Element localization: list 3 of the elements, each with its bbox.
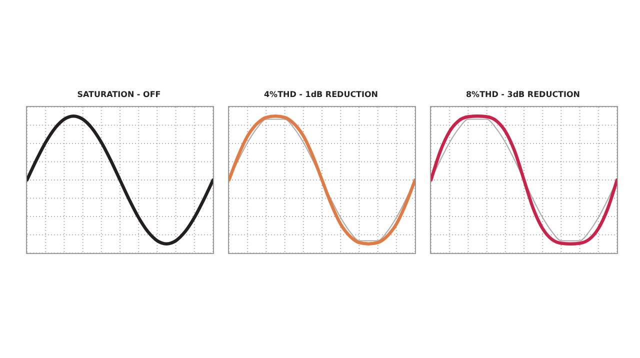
chart-title: 4%THD - 1dB REDUCTION bbox=[262, 90, 379, 101]
chart-title: 8%THD - 3dB REDUCTION bbox=[464, 90, 581, 101]
chart-title: SATURATION - OFF bbox=[76, 90, 162, 101]
